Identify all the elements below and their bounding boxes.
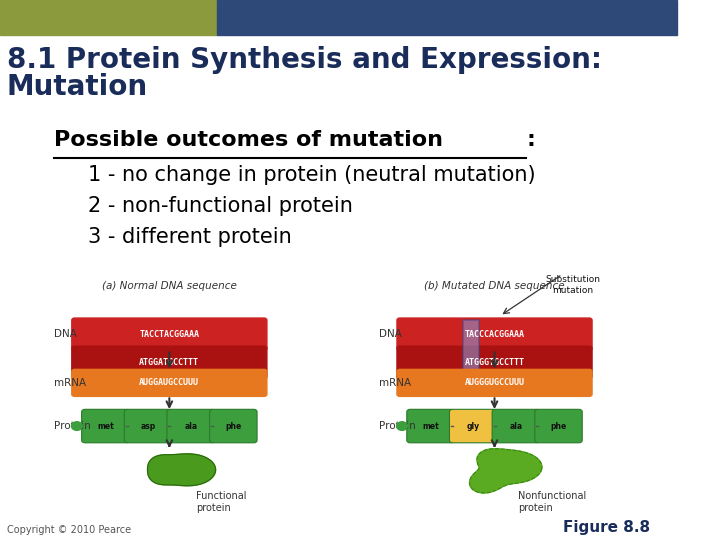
Text: phe: phe xyxy=(225,422,241,430)
Text: Possible outcomes of mutation: Possible outcomes of mutation xyxy=(54,130,444,150)
Text: 8.1 Protein Synthesis and Expression:: 8.1 Protein Synthesis and Expression: xyxy=(6,46,602,74)
FancyBboxPatch shape xyxy=(535,409,582,443)
Text: Protein: Protein xyxy=(54,421,91,431)
Text: Figure 8.8: Figure 8.8 xyxy=(563,519,650,535)
FancyBboxPatch shape xyxy=(397,346,592,379)
FancyBboxPatch shape xyxy=(72,346,267,379)
FancyBboxPatch shape xyxy=(397,318,592,350)
Text: ala: ala xyxy=(509,422,523,430)
FancyBboxPatch shape xyxy=(72,318,267,350)
FancyBboxPatch shape xyxy=(407,409,454,443)
Text: ATGGATGCCTTT: ATGGATGCCTTT xyxy=(140,358,199,367)
Text: asp: asp xyxy=(140,422,156,430)
Text: (b) Mutated DNA sequence: (b) Mutated DNA sequence xyxy=(424,281,564,291)
Text: AUGGAUGCCUUU: AUGGAUGCCUUU xyxy=(140,379,199,387)
Text: ATGGGTGCCTTT: ATGGGTGCCTTT xyxy=(464,358,524,367)
Text: 2 - non-functional protein: 2 - non-functional protein xyxy=(88,196,353,216)
Text: 3 - different protein: 3 - different protein xyxy=(88,227,292,247)
Text: met: met xyxy=(422,422,439,430)
FancyBboxPatch shape xyxy=(397,369,592,396)
FancyBboxPatch shape xyxy=(449,409,497,443)
Text: DNA: DNA xyxy=(54,329,77,339)
Text: Substitution
mutation: Substitution mutation xyxy=(545,275,600,295)
Polygon shape xyxy=(469,449,542,493)
Bar xyxy=(0,0,217,35)
FancyBboxPatch shape xyxy=(492,409,539,443)
Text: met: met xyxy=(97,422,114,430)
Text: Functional
protein: Functional protein xyxy=(197,491,247,513)
Text: (a) Normal DNA sequence: (a) Normal DNA sequence xyxy=(102,281,237,291)
Polygon shape xyxy=(148,454,215,486)
Text: phe: phe xyxy=(550,422,567,430)
Text: TACCCACGGAAA: TACCCACGGAAA xyxy=(464,330,524,339)
Text: Copyright © 2010 Pearce: Copyright © 2010 Pearce xyxy=(6,524,131,535)
FancyBboxPatch shape xyxy=(167,409,215,443)
FancyBboxPatch shape xyxy=(72,369,267,396)
Text: Nonfunctional
protein: Nonfunctional protein xyxy=(518,491,587,513)
Text: :: : xyxy=(526,130,536,150)
Bar xyxy=(463,320,479,376)
FancyBboxPatch shape xyxy=(81,409,129,443)
FancyBboxPatch shape xyxy=(125,409,172,443)
Text: Mutation: Mutation xyxy=(6,73,148,101)
Bar xyxy=(217,0,678,35)
Circle shape xyxy=(397,422,408,430)
Text: mRNA: mRNA xyxy=(54,378,86,388)
Text: 1 - no change in protein (neutral mutation): 1 - no change in protein (neutral mutati… xyxy=(88,165,536,185)
Text: gly: gly xyxy=(467,422,480,430)
Circle shape xyxy=(71,422,82,430)
Text: Protein: Protein xyxy=(379,421,416,431)
Text: DNA: DNA xyxy=(379,329,402,339)
Text: TACCTACGGAAA: TACCTACGGAAA xyxy=(140,330,199,339)
Text: AUGGGUGCCUUU: AUGGGUGCCUUU xyxy=(464,379,524,387)
Text: mRNA: mRNA xyxy=(379,378,412,388)
FancyBboxPatch shape xyxy=(210,409,257,443)
Text: ala: ala xyxy=(184,422,197,430)
